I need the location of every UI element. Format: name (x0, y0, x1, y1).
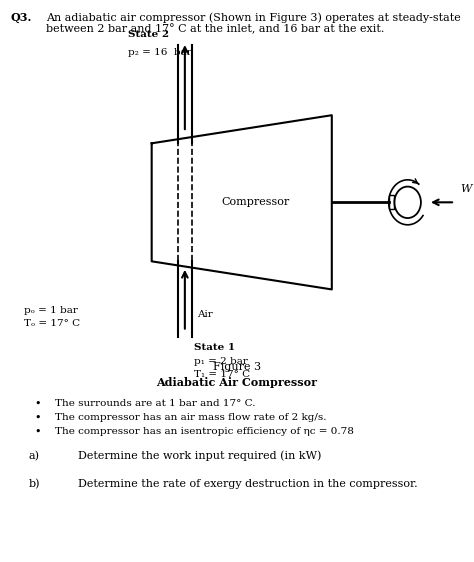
Text: The compressor has an isentropic efficiency of ηc = 0.78: The compressor has an isentropic efficie… (55, 427, 354, 436)
Text: Figure 3: Figure 3 (213, 362, 261, 373)
Text: pₒ = 1 bar: pₒ = 1 bar (24, 306, 78, 315)
Bar (389, 195, 394, 209)
Text: An adiabatic air compressor (Shown in Figure 3) operates at steady-state: An adiabatic air compressor (Shown in Fi… (46, 12, 461, 23)
Text: between 2 bar and 17° C at the inlet, and 16 bar at the exit.: between 2 bar and 17° C at the inlet, an… (46, 24, 385, 34)
Text: Adiabatic Air Compressor: Adiabatic Air Compressor (156, 377, 318, 388)
Text: p₂ = 16  bar: p₂ = 16 bar (128, 48, 191, 57)
Text: Determine the rate of exergy destruction in the compressor.: Determine the rate of exergy destruction… (78, 479, 418, 489)
Text: T₁ = 17° C: T₁ = 17° C (194, 370, 250, 379)
Text: p₁ = 2 bar: p₁ = 2 bar (194, 357, 248, 366)
Text: Air: Air (197, 310, 212, 319)
Text: Determine the work input required (in kW): Determine the work input required (in kW… (78, 451, 321, 461)
Text: •: • (35, 413, 41, 423)
Text: State 1: State 1 (194, 343, 236, 352)
Text: Q3.: Q3. (10, 12, 32, 24)
Text: b): b) (28, 479, 40, 489)
Text: State 2: State 2 (128, 30, 169, 39)
Text: •: • (35, 427, 41, 437)
Text: W: W (460, 184, 471, 194)
Text: a): a) (28, 451, 39, 461)
Text: The surrounds are at 1 bar and 17° C.: The surrounds are at 1 bar and 17° C. (55, 399, 255, 408)
Text: Compressor: Compressor (222, 197, 290, 207)
Text: •: • (35, 399, 41, 409)
Text: The compressor has an air mass flow rate of 2 kg/s.: The compressor has an air mass flow rate… (55, 413, 326, 422)
Text: Tₒ = 17° C: Tₒ = 17° C (24, 319, 80, 328)
